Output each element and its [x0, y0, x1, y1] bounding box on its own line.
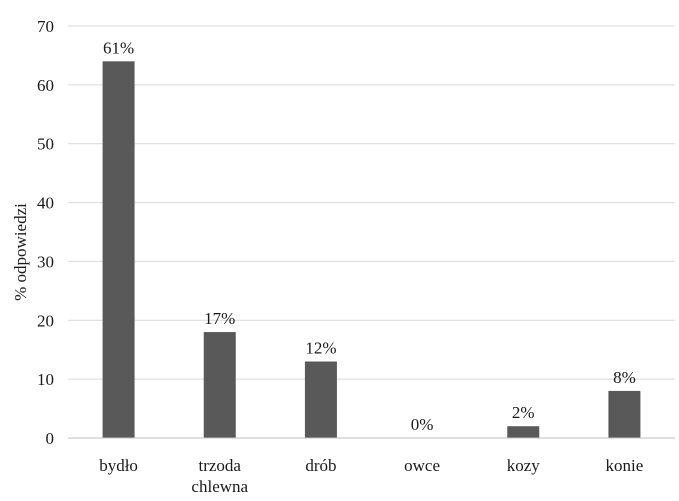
- data-label: 8%: [613, 368, 636, 387]
- bar: [304, 361, 337, 438]
- data-label: 12%: [305, 338, 336, 357]
- y-axis-title: % odpowiedzi: [11, 203, 30, 301]
- y-tick-label: 50: [37, 135, 54, 154]
- gridlines: [68, 25, 675, 380]
- y-tick-label: 30: [37, 252, 54, 271]
- bar: [203, 332, 236, 438]
- x-tick-label: owce: [404, 456, 440, 475]
- x-tick-label: trzoda chlewna: [191, 456, 248, 496]
- bar: [102, 61, 135, 439]
- data-label: 61%: [103, 38, 134, 57]
- x-tick-label: drób: [305, 456, 336, 475]
- bar: [507, 426, 540, 438]
- y-tick-label: 20: [37, 311, 54, 330]
- data-label: 17%: [204, 309, 235, 328]
- bars: [102, 61, 641, 439]
- y-tick-label: 70: [37, 17, 54, 36]
- data-label: 2%: [512, 403, 535, 422]
- x-tick-label: konie: [606, 456, 644, 475]
- y-tick-label: 10: [37, 370, 54, 389]
- x-tick-label: kozy: [507, 456, 541, 475]
- y-tick-label: 0: [46, 429, 55, 448]
- y-tick-label: 60: [37, 76, 54, 95]
- x-tick-label: bydło: [99, 456, 138, 475]
- bar: [608, 390, 641, 438]
- y-tick-label: 40: [37, 194, 54, 213]
- labels: 0 10 20 30 40 50 60 70 61% bydło 17% trzoda chlewna 1…: [37, 17, 643, 496]
- data-label: 0%: [411, 415, 434, 434]
